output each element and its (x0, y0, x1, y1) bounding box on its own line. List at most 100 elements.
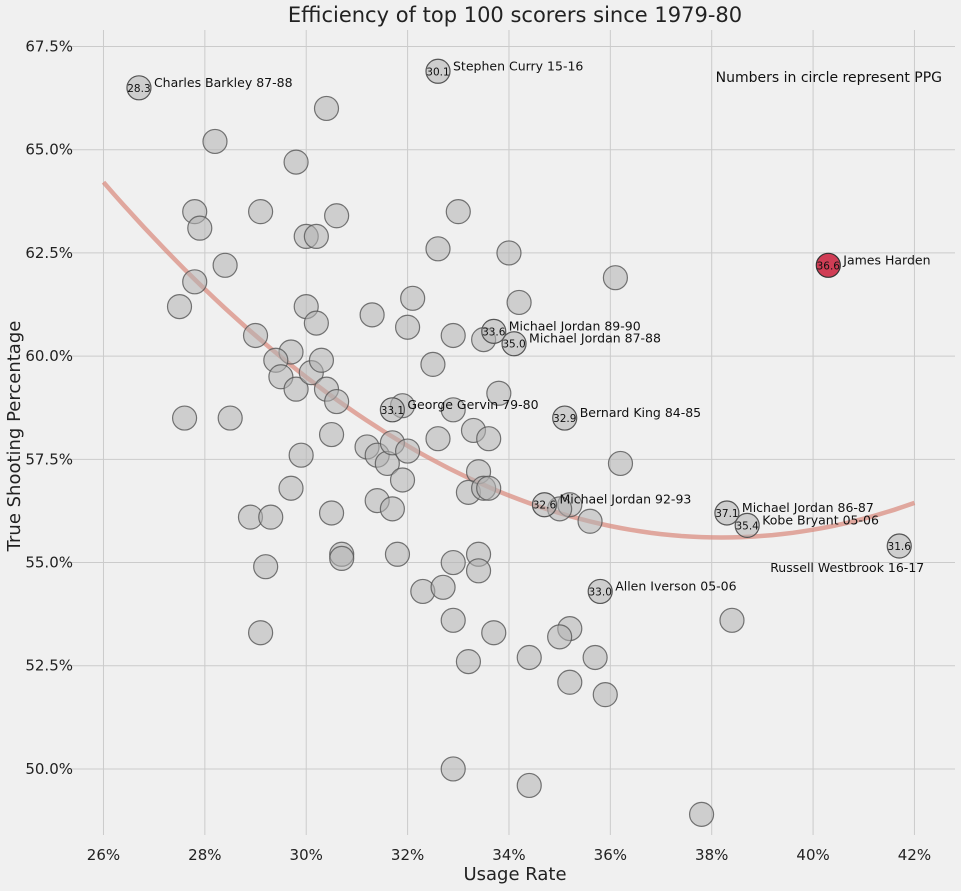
player-annotation: Michael Jordan 92-93 (559, 492, 691, 507)
labeled-point (481, 318, 507, 344)
data-point (592, 682, 618, 708)
data-point (440, 322, 466, 349)
data-point (516, 772, 542, 799)
data-point (455, 649, 482, 675)
x-tick-label: 28% (188, 846, 221, 864)
player-annotation: Allen Iverson 05-06 (615, 578, 736, 593)
y-tick-label: 65.0% (25, 141, 73, 159)
player-annotation: George Gervin 79-80 (407, 397, 538, 412)
ppg-label: 36.6 (817, 260, 841, 272)
ppg-label: 32.9 (553, 413, 576, 425)
y-axis-title: True Shooting Percentage (4, 321, 25, 553)
data-point (182, 269, 208, 295)
labeled-point (126, 75, 152, 101)
x-tick-label: 42% (898, 846, 931, 864)
chart-note: Numbers in circle represent PPG (716, 70, 942, 86)
data-point (324, 203, 350, 229)
data-point (359, 302, 385, 328)
labeled-point (714, 500, 740, 526)
player-annotation: Michael Jordan 87-88 (529, 331, 661, 346)
data-point (303, 223, 329, 250)
ppg-label: 35.4 (735, 520, 759, 532)
ppg-label: 28.3 (127, 83, 150, 95)
data-point (486, 380, 512, 406)
chart-title: Efficiency of top 100 scorers since 1979… (288, 3, 742, 27)
data-point (171, 405, 198, 431)
ppg-label: 32.6 (533, 500, 557, 512)
labeled-point (501, 331, 527, 357)
data-point (547, 624, 573, 650)
data-point (313, 95, 340, 122)
data-point (688, 801, 715, 827)
data-point (379, 496, 405, 522)
data-point (329, 545, 355, 572)
x-tick-label: 40% (796, 846, 829, 864)
labeled-point (587, 578, 613, 605)
data-point (253, 554, 279, 580)
data-point (607, 450, 634, 477)
y-tick-label: 62.5% (25, 244, 73, 262)
y-tick-label: 50.0% (25, 760, 73, 778)
y-tick-label: 52.5% (25, 657, 73, 675)
x-tick-label: 36% (594, 846, 627, 864)
y-tick-label: 55.0% (25, 554, 73, 572)
data-point (389, 467, 416, 493)
x-tick-labels: 26% 28% 30% 32% 34% 36% 38% 40% 42% (87, 846, 931, 864)
data-point (217, 405, 243, 431)
trend-line (101, 180, 916, 540)
data-point (425, 236, 451, 262)
ppg-label: 33.0 (589, 586, 612, 598)
ppg-label: 35.0 (502, 339, 525, 351)
data-point (258, 504, 284, 530)
data-point (166, 293, 193, 320)
data-point (465, 558, 492, 584)
data-point (582, 644, 608, 671)
data-point (476, 475, 502, 501)
data-point (420, 351, 446, 377)
y-tick-labels: 50.0% 52.5% 55.0% 57.5% 60.0% 62.5% 65.0% 67.5% (25, 38, 73, 778)
labeled-point (552, 405, 578, 431)
highlighted-point (815, 252, 841, 278)
data-point (283, 376, 309, 402)
data-points (166, 95, 745, 827)
data-point (506, 289, 532, 316)
data-point (394, 438, 421, 464)
player-annotation: Stephen Curry 15-16 (453, 58, 583, 73)
data-point (445, 199, 471, 225)
data-point (283, 149, 309, 175)
data-point (324, 388, 350, 415)
player-annotation: Bernard King 84-85 (580, 405, 701, 420)
labeled-point (531, 492, 558, 518)
data-point (430, 574, 456, 600)
player-annotation: Michael Jordan 86-87 (742, 500, 874, 515)
labeled-point (886, 533, 912, 559)
x-tick-label: 30% (290, 846, 323, 864)
data-point (481, 620, 507, 646)
y-tick-label: 57.5% (25, 450, 73, 468)
data-point (476, 426, 502, 452)
x-tick-label: 34% (492, 846, 525, 864)
player-annotation: James Harden (842, 252, 930, 267)
data-point (318, 421, 345, 448)
x-tick-label: 38% (695, 846, 728, 864)
ppg-label: 37.1 (715, 508, 738, 520)
data-point (440, 756, 466, 782)
data-point (602, 265, 629, 291)
data-point (496, 240, 522, 266)
data-point (187, 215, 213, 241)
data-point (400, 285, 426, 311)
x-tick-label: 26% (87, 846, 120, 864)
ppg-label: 31.6 (888, 541, 912, 553)
x-axis-title: Usage Rate (463, 864, 566, 885)
labeled-point (734, 512, 760, 538)
data-point (440, 549, 466, 576)
data-point (212, 252, 238, 278)
data-point (248, 199, 274, 225)
player-annotation: Michael Jordan 89-90 (509, 318, 641, 333)
player-annotation: Kobe Bryant 05-06 (762, 512, 879, 527)
data-point (308, 347, 335, 373)
data-point (425, 426, 451, 452)
labeled-points: 28.3 Charles Barkley 87-88 30.1 Stephen Cur… (126, 58, 931, 605)
data-point (248, 620, 274, 646)
